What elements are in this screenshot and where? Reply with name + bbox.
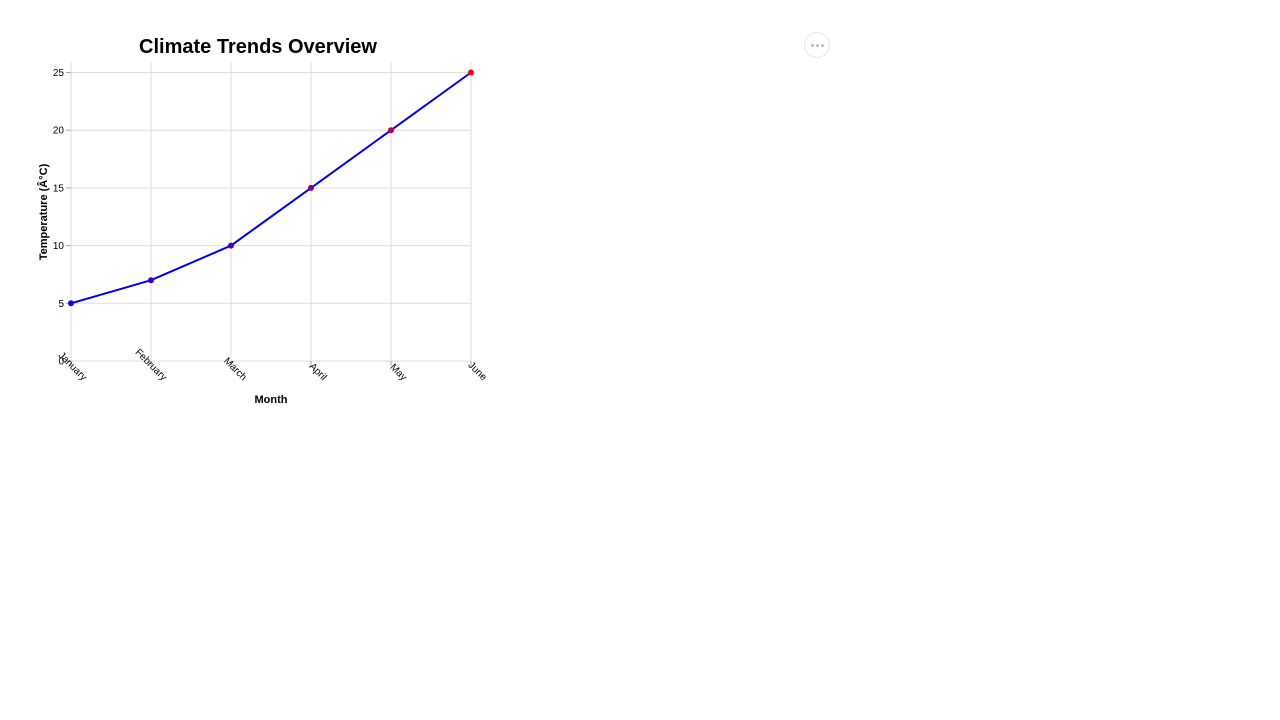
more-horizontal-icon-dot (820, 43, 824, 47)
y-tick-label: 25 (53, 68, 65, 79)
x-tick-label: April (307, 361, 329, 383)
y-tick-label: 20 (53, 126, 65, 137)
more-horizontal-icon (810, 43, 814, 47)
y-tick-label: 0 (58, 357, 64, 368)
more-horizontal-icon-dot (815, 43, 819, 47)
data-point[interactable] (68, 300, 74, 307)
chart-menu-button[interactable] (804, 32, 830, 58)
x-tick-label: June (466, 360, 489, 383)
data-points (68, 69, 474, 307)
y-tick-label: 15 (53, 183, 65, 194)
series-line (70, 71, 472, 305)
y-tick-label: 5 (58, 299, 64, 310)
grid-lines (70, 62, 472, 362)
y-axis-label: Temperature (Â°C) (37, 163, 50, 260)
x-axis-label: Month (255, 394, 288, 406)
data-point[interactable] (388, 127, 394, 134)
x-tick-label: March (221, 356, 248, 383)
chart-title: Climate Trends Overview (139, 36, 377, 58)
data-point[interactable] (148, 277, 154, 284)
data-point[interactable] (308, 184, 314, 191)
data-point[interactable] (228, 242, 234, 249)
y-tick-label: 10 (53, 241, 65, 252)
data-point[interactable] (468, 69, 474, 76)
